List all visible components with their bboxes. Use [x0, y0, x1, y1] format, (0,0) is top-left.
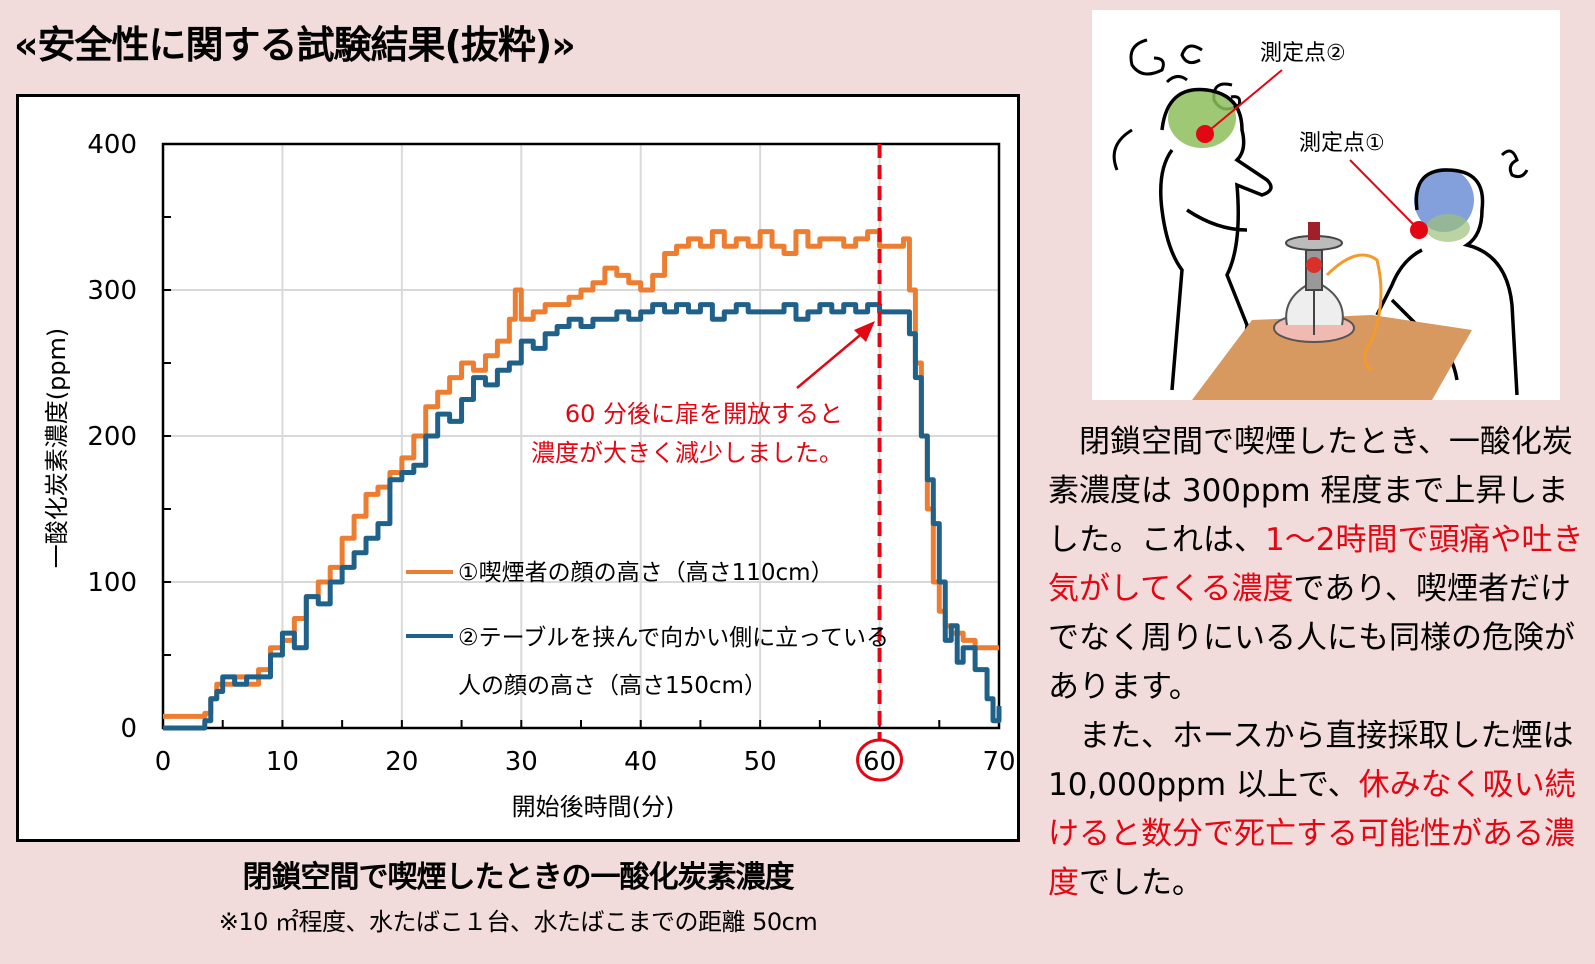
hookah-icon: [1273, 222, 1383, 372]
svg-text:0: 0: [155, 747, 172, 777]
measurement-point-2-label: 測定点②: [1260, 41, 1346, 66]
svg-text:200: 200: [87, 422, 137, 452]
hookah-illustration: 測定点② 測定点①: [1092, 10, 1560, 400]
smoke-swirl-icon: [1112, 38, 1529, 179]
arrow-head-icon: [854, 321, 875, 342]
x-axis-label: 開始後時間(分): [512, 793, 675, 821]
highlighted-text: 1～2時間で頭痛や吐き気がしてくる濃度: [1048, 522, 1584, 607]
svg-text:300: 300: [87, 276, 137, 306]
svg-text:70: 70: [982, 747, 1015, 777]
legend-label-series-2-line-2: 人の顔の高さ（高さ150cm）: [458, 673, 767, 699]
annotation-line-2: 濃度が大きく減少しました。: [531, 439, 843, 467]
legend-label-series-1: ①喫煙者の顔の高さ（高さ110cm）: [458, 560, 834, 586]
standing-person-figure: [1159, 87, 1273, 391]
description-text: 閉鎖空間で喫煙したとき、一酸化炭素濃度は 300ppm 程度まで上昇しました。こ…: [1048, 418, 1588, 908]
annotation-arrow: [796, 330, 866, 389]
co-concentration-chart: 0 10 20 30 40 50 60 70 0 100 200 300 400 一酸化炭素濃度(ppm…: [43, 130, 1016, 821]
annotation-line-1: 60 分後に扉を開放すると: [565, 400, 843, 428]
svg-text:30: 30: [505, 747, 538, 777]
body-text: であり、喫煙者だけでなく周りにいる人にも同様の危険があります。: [1048, 571, 1575, 705]
highlighted-text: 休みなく吸い続けると数分で死亡する可能性がある濃度: [1048, 767, 1576, 901]
svg-text:0: 0: [120, 714, 137, 744]
svg-text:50: 50: [744, 747, 777, 777]
chart-legend: ①喫煙者の顔の高さ（高さ110cm） ②テーブルを挟んで向かい側に立っている 人…: [406, 560, 889, 699]
description-paragraph-1: 閉鎖空間で喫煙したとき、一酸化炭素濃度は 300ppm 程度まで上昇しました。こ…: [1048, 418, 1588, 712]
description-paragraph-2: また、ホースから直接採取した煙は 10,000ppm 以上で、休みなく吸い続ける…: [1048, 712, 1588, 908]
axis-tick-labels: 0 10 20 30 40 50 60 70 0 100 200 300 400: [87, 130, 1016, 782]
page-title: «安全性に関する試験結果(抜粋)»: [14, 23, 576, 67]
chart-series: [163, 229, 1002, 731]
svg-text:400: 400: [87, 130, 137, 160]
measurement-point-1-label: 測定点①: [1299, 131, 1385, 156]
svg-text:10: 10: [266, 747, 299, 777]
svg-text:20: 20: [385, 747, 418, 777]
chart-frame: 0 10 20 30 40 50 60 70 0 100 200 300 400 一酸化炭素濃度(ppm…: [16, 94, 1020, 842]
chart-caption: 閉鎖空間で喫煙したときの一酸化炭素濃度: [242, 860, 795, 895]
svg-text:60: 60: [863, 747, 896, 777]
legend-label-series-2-line-1: ②テーブルを挟んで向かい側に立っている: [458, 625, 889, 651]
body-text: また、ホースから直接採取した煙は 10,000ppm 以上で、: [1048, 718, 1574, 803]
chart-note: ※10 ㎡程度、水たばこ１台、水たばこまでの距離 50cm: [218, 908, 818, 936]
y-axis-label: 一酸化炭素濃度(ppm): [43, 328, 71, 569]
svg-text:40: 40: [624, 747, 657, 777]
svg-text:100: 100: [87, 568, 137, 598]
door-open-annotation: 60 分後に扉を開放すると 濃度が大きく減少しました。: [531, 321, 875, 467]
body-text: 閉鎖空間で喫煙したとき、一酸化炭素濃度は 300ppm 程度まで上昇しました。こ…: [1048, 424, 1573, 558]
body-text: でした。: [1079, 865, 1203, 901]
table: [1192, 315, 1472, 400]
